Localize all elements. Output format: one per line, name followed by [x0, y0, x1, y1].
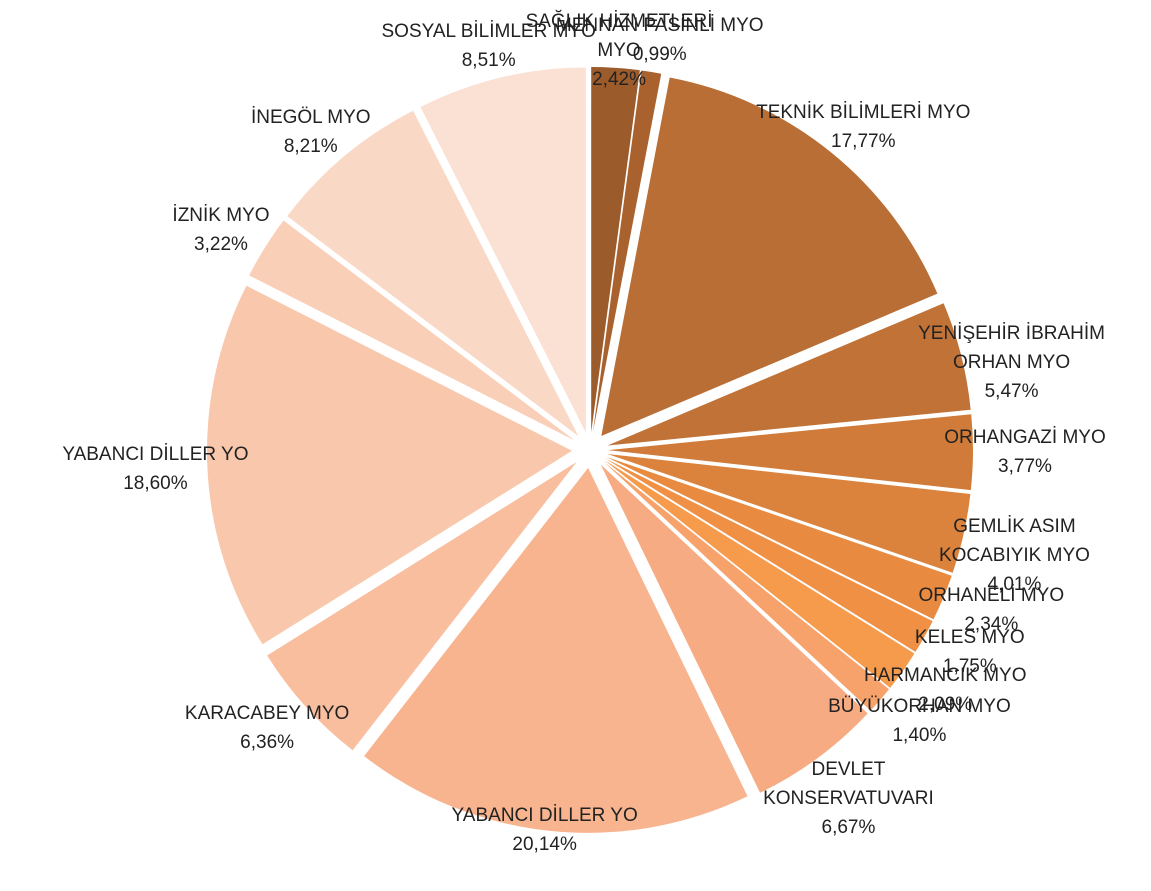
slice-label: KELES MYO 1,75%: [855, 623, 1085, 681]
pie-slice: [287, 110, 579, 437]
category-label: TEKNİK BİLİMLERİ MYO: [756, 102, 971, 124]
category-label: GEMLİK ASIM KOCABIYIK MYO: [938, 515, 1090, 566]
pie-slice: [420, 67, 586, 433]
slice-label: İNEGÖL MYO 8,21%: [196, 103, 426, 161]
value-label: 18,60%: [123, 472, 188, 494]
pie-slice: [607, 414, 973, 491]
pie-slice: [603, 461, 890, 711]
slice-label: ORHANELİ MYO 2,34%: [876, 581, 1106, 639]
slice-label: YENİŞEHİR İBRAHİM ORHAN MYO 5,47%: [897, 319, 1127, 406]
category-label: SOSYAL BİLİMLER MYO: [381, 21, 596, 43]
category-label: YABANCI DİLLER YO: [62, 443, 249, 465]
pie-slice: [207, 285, 573, 645]
slice-label: MENNAN PASİNLİ MYO 0,99%: [545, 11, 775, 69]
slice-label: KARACABEY MYO 6,36%: [152, 699, 382, 757]
value-label: 2,09%: [918, 693, 973, 715]
slice-label: GEMLİK ASIM KOCABIYIK MYO 4,01%: [899, 512, 1129, 599]
slice-label: BÜYÜKORHAN MYO 1,40%: [804, 692, 1034, 750]
slice-label: SOSYAL BİLİMLER MYO 8,51%: [374, 17, 604, 75]
pie-slice: [600, 464, 868, 793]
pie-slice: [604, 460, 915, 688]
slice-label: YABANCI DİLLER YO 18,60%: [40, 440, 270, 498]
slice-label: DEVLET KONSERVATUVARI 6,67%: [733, 755, 963, 842]
slice-label: YABANCI DİLLER YO 20,14%: [430, 801, 660, 859]
slice-label: HARMANCIK MYO 2,09%: [830, 661, 1060, 719]
category-label: SAĞLIK HİZMETLERİ MYO: [525, 10, 713, 61]
category-label: İZNİK MYO: [172, 205, 270, 227]
category-label: BÜYÜKORHAN MYO: [828, 696, 1011, 718]
pie-slice: [606, 456, 952, 620]
pie-slice: [607, 303, 971, 446]
value-label: 1,40%: [892, 725, 947, 747]
slice-label: SAĞLIK HİZMETLERİ MYO 2,42%: [504, 7, 734, 94]
value-label: 20,14%: [512, 834, 577, 855]
value-label: 8,51%: [461, 50, 516, 72]
value-label: 3,77%: [998, 456, 1052, 478]
pie-slice: [601, 77, 938, 436]
value-label: 6,67%: [821, 816, 876, 838]
category-label: MENNAN PASİNLİ MYO: [555, 15, 764, 37]
pie-slice: [607, 453, 971, 573]
pie-slice: [249, 220, 575, 441]
slice-label: ORHANGAZİ MYO 3,77%: [910, 423, 1140, 481]
value-label: 4,01%: [987, 573, 1042, 595]
pie-slice: [267, 462, 577, 751]
value-label: 3,22%: [194, 234, 248, 256]
category-label: DEVLET KONSERVATUVARI: [763, 758, 934, 809]
pie-slice: [591, 67, 640, 433]
slice-label: İZNİK MYO 3,22%: [106, 201, 336, 259]
category-label: YABANCI DİLLER YO: [451, 805, 638, 826]
category-label: YENİŞEHİR İBRAHİM ORHAN MYO: [918, 322, 1105, 373]
pie-slice: [605, 458, 933, 652]
value-label: 5,47%: [984, 380, 1039, 402]
pie-slice: [592, 70, 662, 433]
value-label: 17,77%: [831, 131, 896, 153]
category-label: ORHANGAZİ MYO: [944, 427, 1106, 449]
category-label: ORHANELİ MYO: [918, 585, 1065, 607]
category-label: İNEGÖL MYO: [250, 106, 371, 128]
value-label: 6,36%: [240, 732, 295, 754]
value-label: 0,99%: [632, 44, 687, 66]
category-label: HARMANCIK MYO: [863, 664, 1027, 686]
category-label: KARACABEY MYO: [184, 703, 350, 725]
category-label: KELES MYO: [914, 627, 1025, 649]
slice-label: TEKNİK BİLİMLERİ MYO 17,77%: [748, 98, 978, 156]
value-label: 2,42%: [592, 68, 646, 90]
value-label: 2,34%: [964, 614, 1019, 636]
pie-slice: [364, 467, 748, 833]
value-label: 8,21%: [283, 135, 338, 157]
value-label: 1,75%: [942, 656, 997, 678]
